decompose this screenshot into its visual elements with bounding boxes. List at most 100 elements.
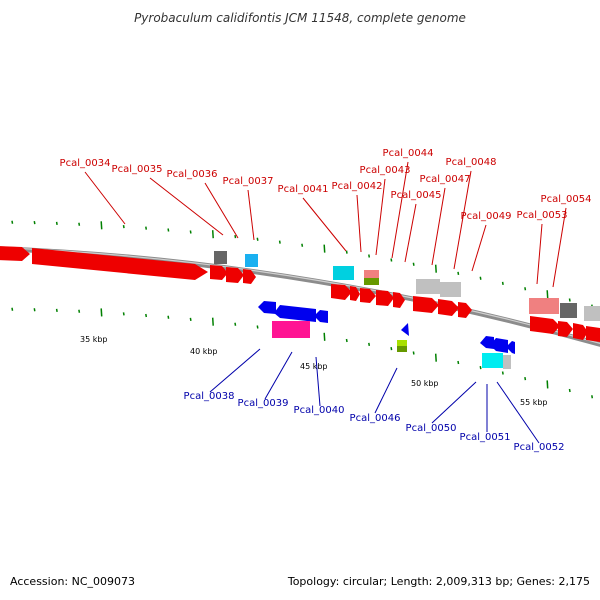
gene-box-olive[interactable] xyxy=(364,278,379,285)
leader-line xyxy=(315,356,321,407)
gene-label-pcal-0053[interactable]: Pcal_0053 xyxy=(517,210,568,221)
major-tick xyxy=(323,332,326,341)
major-tick xyxy=(323,244,326,253)
leader-line xyxy=(471,224,487,272)
gene-arrow[interactable] xyxy=(0,246,30,261)
gene-arrow[interactable] xyxy=(558,321,573,337)
gene-label-pcal-0045[interactable]: Pcal_0045 xyxy=(391,190,442,201)
gene-label-pcal-0046[interactable]: Pcal_0046 xyxy=(350,413,401,424)
gene-arrow[interactable] xyxy=(274,305,316,322)
gene-box-magenta[interactable] xyxy=(272,321,310,338)
map-title: Pyrobaculum calidifontis JCM 11548, comp… xyxy=(134,11,466,25)
gene-arrow[interactable] xyxy=(401,323,409,336)
major-tick xyxy=(211,317,214,326)
outer-tick-ring xyxy=(11,220,594,308)
minor-tick xyxy=(189,230,192,234)
gene-arrow[interactable] xyxy=(314,310,328,323)
gene-box-salmon[interactable] xyxy=(529,298,559,314)
gene-arrow[interactable] xyxy=(350,286,360,301)
minor-tick xyxy=(278,240,281,244)
gene-arrow[interactable] xyxy=(586,326,600,342)
gene-box-cyan[interactable] xyxy=(482,353,503,368)
gene-label-pcal-0040[interactable]: Pcal_0040 xyxy=(294,405,345,416)
minor-tick xyxy=(479,366,482,370)
gene-box-olive[interactable] xyxy=(397,346,407,352)
leader-line xyxy=(391,161,409,259)
minor-tick xyxy=(345,338,348,343)
gene-arrow[interactable] xyxy=(458,302,472,318)
gene-box-skyblue[interactable] xyxy=(245,254,258,267)
gene-arrow[interactable] xyxy=(438,299,459,316)
gene-label-pcal-0051[interactable]: Pcal_0051 xyxy=(460,432,511,443)
gene-label-pcal-0039[interactable]: Pcal_0039 xyxy=(238,398,289,409)
gene-box-lightgray[interactable] xyxy=(503,355,511,369)
gene-label-pcal-0043[interactable]: Pcal_0043 xyxy=(360,165,411,176)
gene-label-pcal-0042[interactable]: Pcal_0042 xyxy=(332,181,383,192)
minor-tick xyxy=(145,226,148,230)
gene-arrow[interactable] xyxy=(331,284,352,300)
minor-tick xyxy=(501,281,504,285)
minor-tick xyxy=(122,225,125,229)
minor-tick xyxy=(78,222,81,226)
gene-box-dark[interactable] xyxy=(560,303,577,318)
minor-tick xyxy=(55,308,58,312)
minor-tick xyxy=(368,254,371,258)
leader-line xyxy=(431,187,446,266)
minor-tick xyxy=(301,243,304,247)
minor-tick xyxy=(524,376,527,381)
scale-label-55kbp: 55 kbp xyxy=(520,398,548,407)
gene-arrow[interactable] xyxy=(32,248,208,280)
gene-box-salmon[interactable] xyxy=(364,270,379,278)
gene-arrow[interactable] xyxy=(243,269,256,284)
gene-arrow[interactable] xyxy=(226,267,244,283)
leader-line xyxy=(431,381,477,424)
gene-box-cyan[interactable] xyxy=(333,266,354,280)
minor-tick xyxy=(501,371,504,375)
gene-arrow[interactable] xyxy=(480,336,494,349)
major-tick xyxy=(100,221,103,230)
gene-arrow[interactable] xyxy=(506,341,515,354)
minor-tick xyxy=(234,322,237,326)
gene-box-lightgray[interactable] xyxy=(440,282,461,297)
gene-arrow[interactable] xyxy=(393,292,405,308)
gene-arrow[interactable] xyxy=(490,338,508,353)
gene-label-pcal-0038[interactable]: Pcal_0038 xyxy=(184,391,235,402)
gene-label-pcal-0044[interactable]: Pcal_0044 xyxy=(383,148,434,159)
gene-label-pcal-0034[interactable]: Pcal_0034 xyxy=(60,158,111,169)
gene-label-pcal-0049[interactable]: Pcal_0049 xyxy=(461,211,512,222)
minor-tick xyxy=(412,262,415,266)
minor-tick xyxy=(568,298,571,302)
gene-arrow[interactable] xyxy=(258,301,276,314)
gene-label-pcal-0047[interactable]: Pcal_0047 xyxy=(420,174,471,185)
gene-box-lightgray[interactable] xyxy=(416,279,440,294)
gene-box-lime[interactable] xyxy=(397,340,407,346)
gene-label-pcal-0041[interactable]: Pcal_0041 xyxy=(278,184,329,195)
minor-tick xyxy=(33,221,36,225)
gene-arrow[interactable] xyxy=(413,296,439,313)
major-tick xyxy=(434,264,437,273)
gene-box-lightgray[interactable] xyxy=(584,306,600,321)
gene-label-pcal-0054[interactable]: Pcal_0054 xyxy=(541,194,592,205)
gene-arrow[interactable] xyxy=(573,323,588,340)
leader-line xyxy=(302,197,347,252)
gene-arrow[interactable] xyxy=(530,316,560,334)
gene-label-pcal-0052[interactable]: Pcal_0052 xyxy=(514,442,565,453)
gene-label-pcal-0037[interactable]: Pcal_0037 xyxy=(223,176,274,187)
gene-box-dark[interactable] xyxy=(214,251,227,264)
gene-arrow[interactable] xyxy=(376,290,394,306)
gene-label-pcal-0035[interactable]: Pcal_0035 xyxy=(112,164,163,175)
minor-tick xyxy=(55,221,58,225)
reverse-strand-features xyxy=(258,301,515,369)
gene-arrow[interactable] xyxy=(210,265,228,280)
gene-label-pcal-0048[interactable]: Pcal_0048 xyxy=(446,157,497,168)
accession-text: Accession: NC_009073 xyxy=(10,575,135,588)
gene-label-pcal-0050[interactable]: Pcal_0050 xyxy=(406,423,457,434)
gene-arrow[interactable] xyxy=(360,288,376,303)
leader-line xyxy=(149,177,224,236)
gene-label-pcal-0036[interactable]: Pcal_0036 xyxy=(167,169,218,180)
minor-tick xyxy=(568,388,571,393)
scale-label-45kbp: 45 kbp xyxy=(300,362,328,371)
minor-tick xyxy=(591,395,594,399)
